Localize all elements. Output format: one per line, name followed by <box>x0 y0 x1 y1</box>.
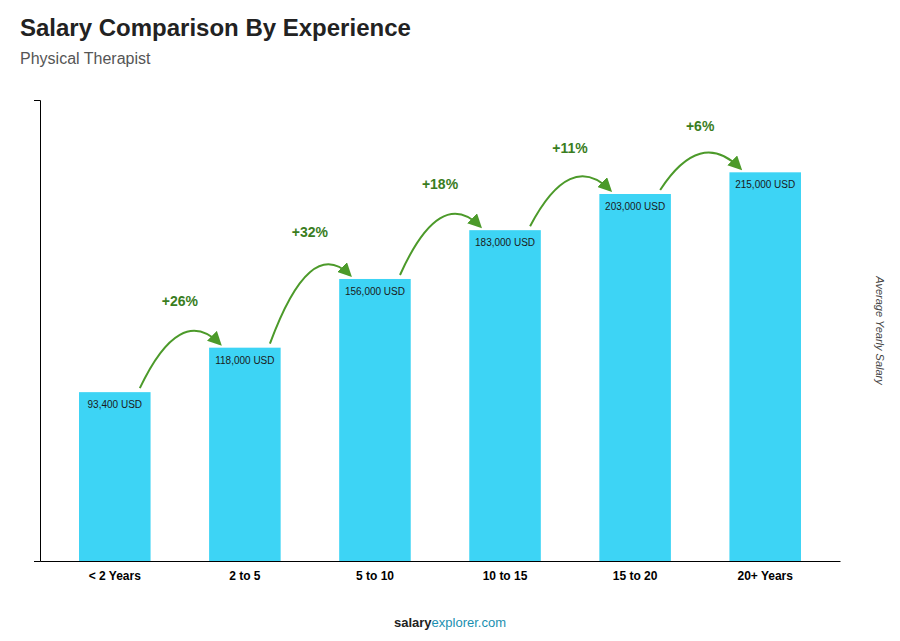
x-tick-label: 10 to 15 <box>483 569 528 583</box>
x-tick-label: 15 to 20 <box>613 569 658 583</box>
footer-part: salary <box>394 615 432 630</box>
bar <box>599 194 671 561</box>
y-axis <box>34 101 41 562</box>
data-label: 118,000 USD <box>215 355 274 366</box>
data-label: 156,000 USD <box>345 286 405 297</box>
y-axis-title: Average Yearly Salary <box>874 275 886 386</box>
change-arrow <box>530 176 610 226</box>
chart: Salary Comparison By Experience Physical … <box>0 0 900 641</box>
annotation: +11% <box>552 140 588 156</box>
change-arrow <box>400 214 480 275</box>
bar <box>79 392 151 561</box>
x-tick-label: < 2 Years <box>89 569 141 583</box>
data-label: 183,000 USD <box>475 237 535 248</box>
title: Salary Comparison By Experience <box>20 14 411 41</box>
annotation: +32% <box>292 224 329 240</box>
change-arrow <box>660 153 740 190</box>
data-labels: 93,400 USD 118,000 USD 156,000 USD 183,000 … <box>88 179 796 410</box>
data-label: 93,400 USD <box>88 399 142 410</box>
x-tick-label: 2 to 5 <box>229 569 261 583</box>
data-label: 203,000 USD <box>605 201 665 212</box>
bar <box>729 172 801 561</box>
x-tick: 15 to 20 <box>613 569 658 583</box>
footer: salaryexplorer.com <box>394 615 506 630</box>
change-arrow <box>270 264 350 343</box>
x-tick-label: 5 to 10 <box>356 569 394 583</box>
x-axis-line <box>41 561 841 562</box>
x-tick: < 2 Years <box>89 569 141 583</box>
x-tick: 2 to 5 <box>229 569 261 583</box>
annotation: +18% <box>422 176 459 192</box>
annotation: +26% <box>162 293 199 309</box>
bars <box>79 172 801 561</box>
bar <box>209 348 281 561</box>
change-arrow <box>140 331 220 388</box>
annotation: +6% <box>686 118 715 134</box>
bar <box>469 230 541 561</box>
subtitle: Physical Therapist <box>20 50 151 67</box>
plot: < 2 Years 2 to 5 5 to 10 10 to 15 15 to 20 20… <box>34 101 841 583</box>
annotations: +26% +32% +18% +11% +6% <box>140 118 740 388</box>
x-tick-label: 20+ Years <box>737 569 793 583</box>
x-axis: < 2 Years 2 to 5 5 to 10 10 to 15 15 to 20 20… <box>41 562 841 583</box>
data-label: 215,000 USD <box>735 179 795 190</box>
bar <box>339 279 411 561</box>
x-tick: 20+ Years <box>737 569 793 583</box>
x-tick: 5 to 10 <box>356 569 394 583</box>
footer-part: explorer.com <box>432 615 506 630</box>
y-axis-line <box>34 101 41 562</box>
x-tick: 10 to 15 <box>483 569 528 583</box>
